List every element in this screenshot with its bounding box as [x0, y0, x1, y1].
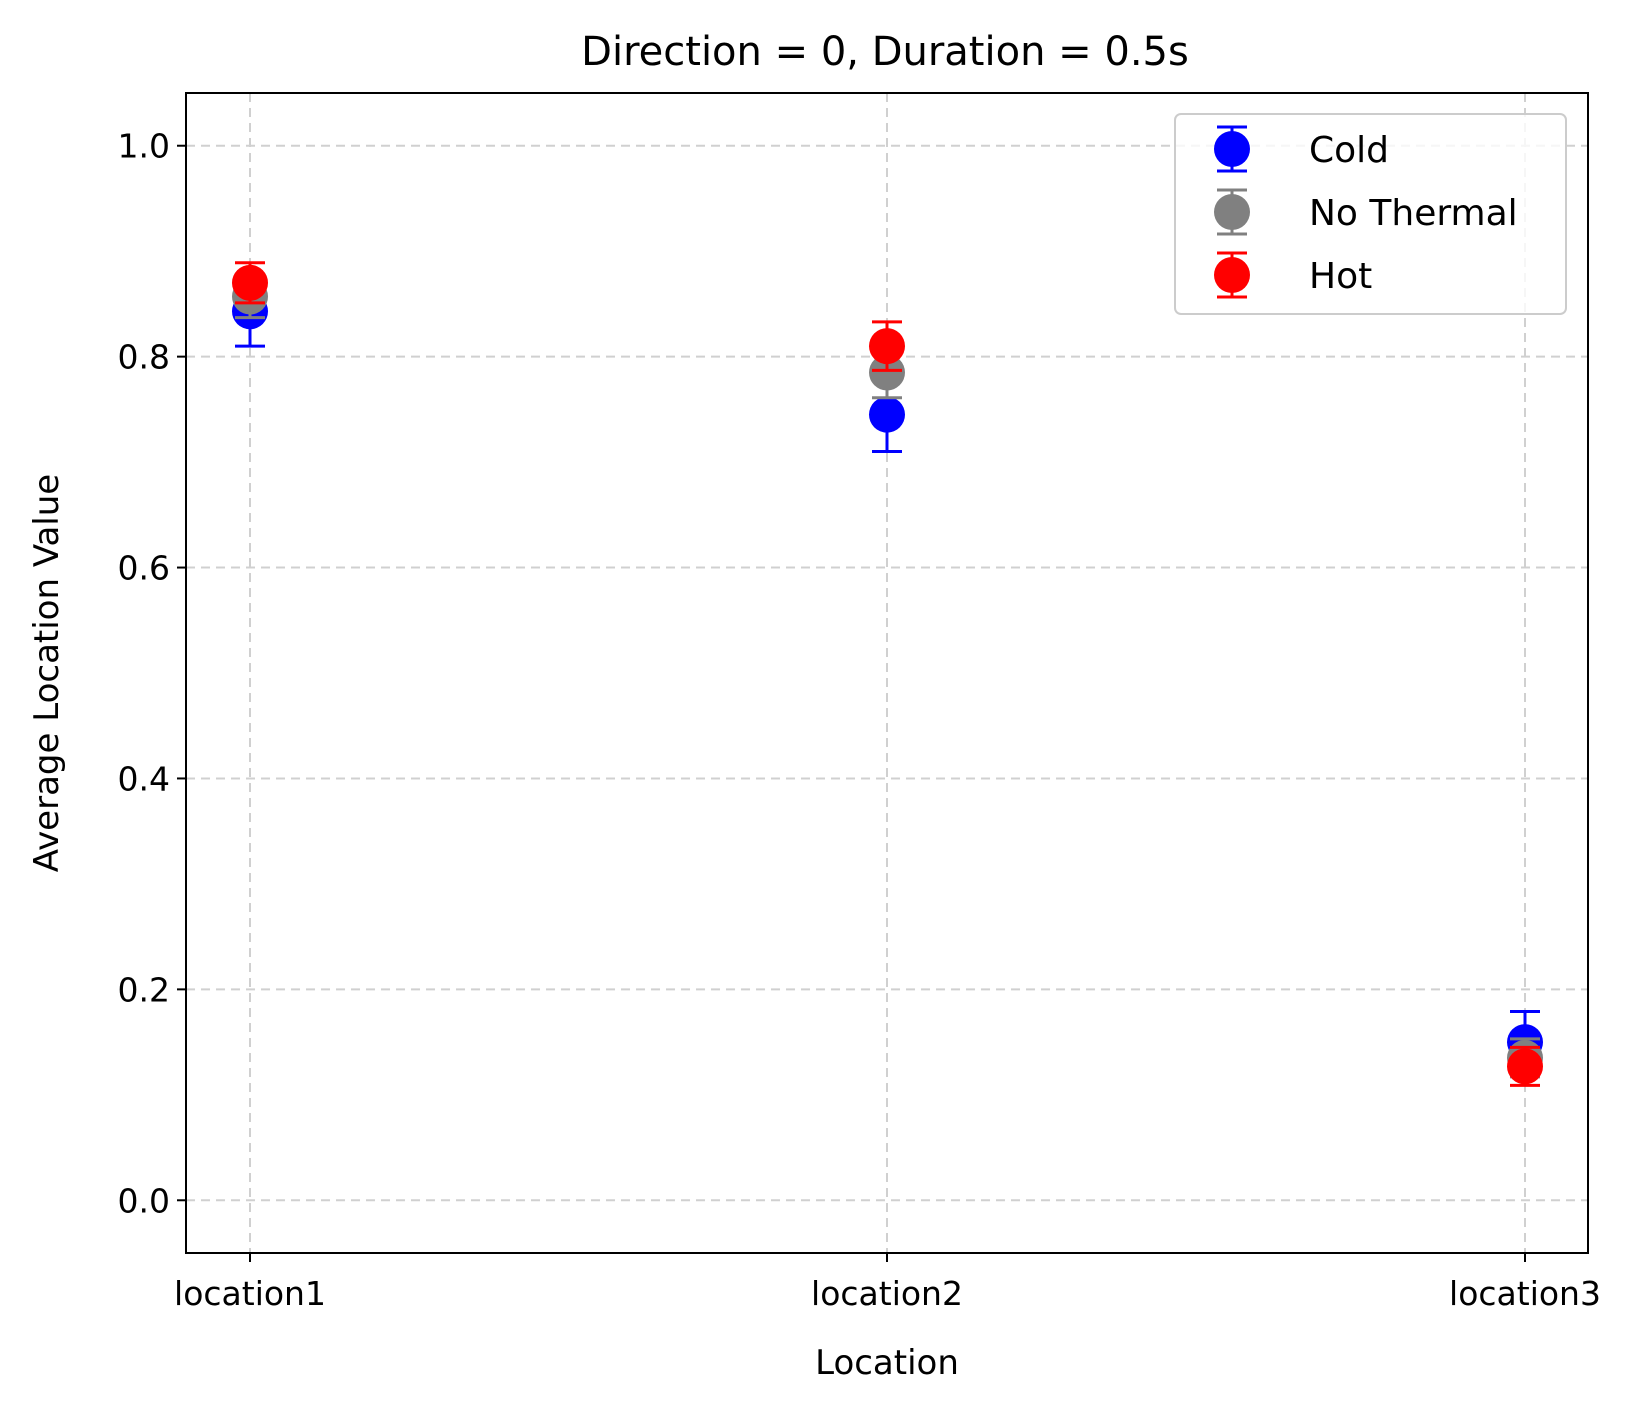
- y-tick-label: 0.0: [118, 1181, 170, 1220]
- y-axis-title: Average Location Value: [27, 474, 67, 872]
- legend-item: Cold: [1214, 125, 1389, 173]
- data-point: [869, 396, 905, 433]
- data-point: [232, 264, 268, 301]
- chart-title: Direction = 0, Duration = 0.5s: [581, 29, 1189, 75]
- legend-marker: [1214, 131, 1250, 167]
- legend-marker: [1214, 194, 1250, 230]
- legend: Cold No Thermal Hot: [1174, 113, 1567, 315]
- legend-label: Cold: [1309, 130, 1389, 171]
- y-tick-label: 0.2: [118, 970, 170, 1009]
- y-tick-label: 0.4: [118, 759, 170, 798]
- legend-label: No Thermal: [1309, 193, 1518, 234]
- y-tick-label: 0.6: [118, 549, 170, 588]
- x-axis-title: Location: [815, 1343, 959, 1383]
- legend-frame: [1174, 113, 1567, 315]
- legend-marker: [1214, 257, 1250, 293]
- x-tick-label: location1: [174, 1274, 326, 1313]
- series-hot: [232, 261, 1543, 1087]
- data-point: [869, 354, 905, 391]
- y-tick-label: 0.8: [118, 338, 170, 377]
- data-marks: [232, 261, 1543, 1087]
- axis-ticks: 0.0 0.2 0.4 0.6 0.8 1.0 location1 location2 loca…: [118, 127, 1601, 1313]
- legend-item: Hot: [1214, 251, 1372, 299]
- data-point: [869, 328, 905, 365]
- legend-item: No Thermal: [1214, 188, 1518, 236]
- x-tick-label: location3: [1449, 1274, 1601, 1313]
- x-tick-label: location2: [811, 1274, 963, 1313]
- legend-label: Hot: [1309, 256, 1372, 297]
- data-point: [1507, 1048, 1543, 1085]
- y-tick-label: 1.0: [118, 127, 170, 166]
